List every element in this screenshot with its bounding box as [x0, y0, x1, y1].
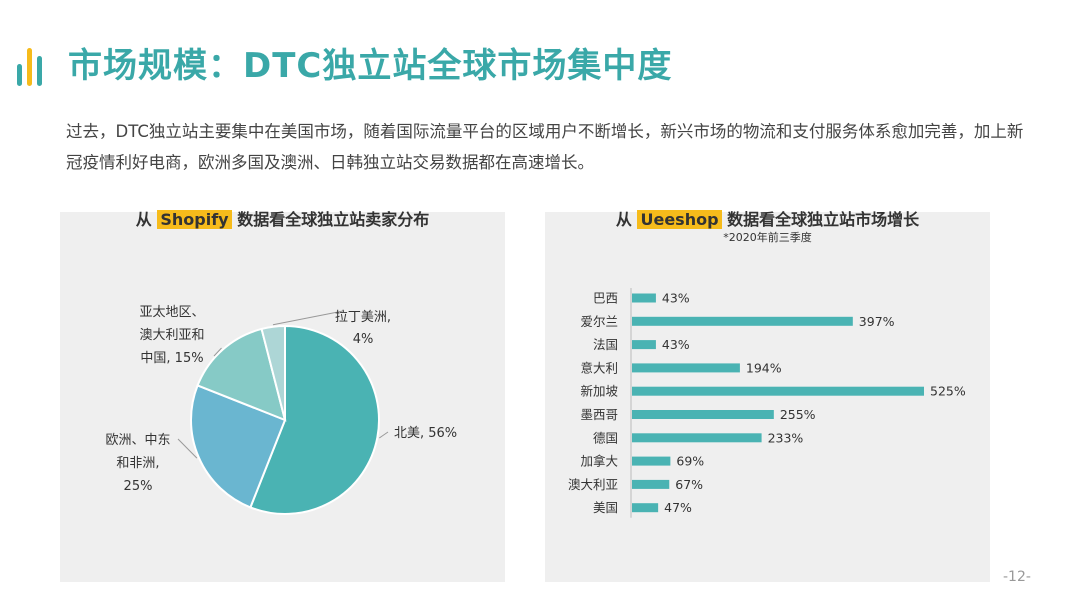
pie-slice-label: 拉丁美洲, 4%: [335, 310, 391, 347]
intro-text: 过去，DTC独立站主要集中在美国市场，随着国际流量平台的区域用户不断增长，新兴市…: [66, 122, 1024, 172]
bar-category-label: 爱尔兰: [580, 314, 618, 329]
pie-slice: [196, 327, 287, 422]
pie-leader-line: [379, 431, 389, 439]
bar-title-suffix: 数据看全球独立站市场增长: [727, 210, 920, 229]
bar: [632, 479, 670, 489]
bar-chart: 巴西 43% 爱尔兰 397% 法国 43% 意大利 194% 新加坡 525% 墨西哥 255% 德国…: [568, 288, 966, 518]
page-number: -12-: [1003, 569, 1031, 585]
pie-title-highlight: Shopify: [157, 210, 232, 229]
bar-value-label: 43%: [662, 291, 690, 306]
pie-title-prefix: 从: [135, 210, 152, 229]
bar-category-label: 巴西: [593, 291, 618, 306]
pie-slice-label: 欧洲、中东和非洲, 25%: [105, 433, 170, 494]
pie-slice: [249, 324, 380, 515]
bar-value-label: 397%: [859, 314, 895, 329]
bar: [632, 503, 659, 513]
title-accent-icon: [17, 44, 47, 86]
bar: [632, 293, 656, 303]
bar-value-label: 67%: [675, 477, 703, 492]
bar-category-label: 意大利: [580, 360, 618, 375]
pie-slice-label: 亚太地区、澳大利亚和中国, 15%: [139, 305, 204, 366]
bar: [632, 433, 762, 443]
bar-chart-subtitle: *2020年前三季度: [723, 231, 812, 244]
pie-leader-line: [213, 347, 222, 357]
bar-value-label: 255%: [780, 407, 816, 422]
bar-category-label: 墨西哥: [580, 407, 618, 422]
bar-category-label: 法国: [593, 337, 618, 352]
bar-category-label: 加拿大: [580, 454, 618, 469]
bar: [632, 363, 740, 373]
bar-value-label: 233%: [768, 430, 804, 445]
bar-value-label: 43%: [662, 337, 690, 352]
bar-value-label: 69%: [676, 454, 704, 469]
pie-chart-title: 从 Shopify 数据看全球独立站卖家分布: [60, 206, 505, 230]
pie-slice-label: 北美, 56%: [394, 426, 457, 441]
pie-leader-line: [177, 438, 198, 459]
page-title: 市场规模：DTC独立站全球市场集中度: [68, 46, 673, 86]
pie-title-suffix: 数据看全球独立站卖家分布: [237, 210, 430, 229]
bar-category-label: 德国: [593, 430, 618, 445]
bar-category-label: 澳大利亚: [568, 477, 618, 492]
bar-title-highlight: Ueeshop: [637, 210, 722, 229]
pie-chart: 北美, 56% 欧洲、中东和非洲, 25% 亚太地区、澳大利亚和中国, 15% 拉丁美洲…: [105, 305, 457, 515]
pie-slice: [190, 384, 287, 509]
bar-value-label: 525%: [930, 384, 966, 399]
bar-category-label: 美国: [593, 500, 618, 515]
bar-value-label: 194%: [746, 360, 782, 375]
bar-chart-panel: 从 Ueeshop 数据看全球独立站市场增长 *2020年前三季度 巴西 43% 爱…: [545, 210, 990, 582]
bar-chart-title: 从 Ueeshop 数据看全球独立站市场增长: [545, 206, 990, 230]
bar: [632, 456, 671, 466]
bar-category-label: 新加坡: [580, 384, 618, 399]
bar: [632, 410, 774, 419]
pie-leader-line: [272, 310, 344, 326]
bar: [632, 386, 924, 396]
pie-slice: [260, 324, 286, 421]
bar-value-label: 47%: [664, 500, 692, 515]
bar: [632, 316, 853, 326]
pie-chart-panel: 从 Shopify 数据看全球独立站卖家分布 北美, 56% 欧洲、中东和非洲, 2…: [60, 210, 505, 582]
bar: [632, 340, 656, 350]
bar-title-prefix: 从: [615, 210, 632, 229]
